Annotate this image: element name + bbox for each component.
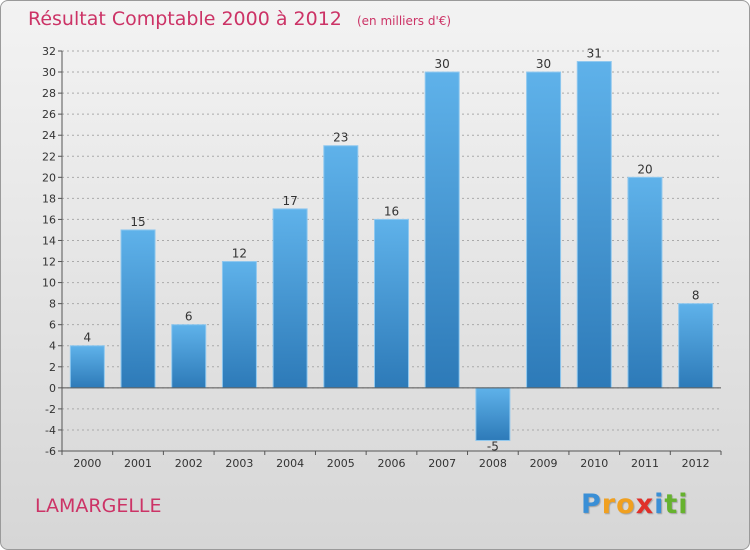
y-tick-label: 6 — [49, 319, 56, 332]
chart-title: Résultat Comptable 2000 à 2012 (en milli… — [28, 8, 451, 30]
value-label: 31 — [587, 47, 602, 61]
value-labels: 4 15 6 12 17 23 16 30 -5 30 31 20 8 — [84, 47, 700, 454]
x-tick-label: 2005 — [327, 457, 355, 470]
logo-letter: t — [664, 489, 679, 520]
y-tick-label: 28 — [42, 87, 56, 100]
value-label: 30 — [536, 57, 551, 71]
y-tick-label: 4 — [49, 340, 56, 353]
value-label: 30 — [435, 57, 450, 71]
bar-2008 — [475, 387, 511, 441]
x-tick-label: 2011 — [631, 457, 659, 470]
bar-2003 — [221, 261, 257, 389]
y-tick-label: 24 — [42, 129, 56, 142]
x-tick-label: 2009 — [530, 457, 558, 470]
commune-name: LAMARGELLE — [35, 495, 162, 517]
bar-2005 — [323, 145, 359, 389]
bars — [69, 61, 714, 441]
x-tick-label: 2004 — [276, 457, 304, 470]
x-tick-label: 2002 — [175, 457, 203, 470]
bar-2004 — [272, 208, 308, 389]
x-tick-label: 2007 — [428, 457, 456, 470]
axes — [61, 51, 721, 452]
x-tick-label: 2012 — [682, 457, 710, 470]
y-tick-label: 22 — [42, 150, 56, 163]
bar-2006 — [374, 218, 409, 389]
value-label: 16 — [384, 204, 399, 218]
value-label: 12 — [232, 247, 247, 261]
x-tick-label: 2010 — [580, 457, 608, 470]
y-tick-label: -4 — [45, 424, 56, 437]
y-tick-label: 32 — [42, 45, 56, 58]
y-tick-label: 2 — [49, 361, 56, 374]
bar-2010 — [576, 61, 612, 389]
y-tick-label: 8 — [49, 298, 56, 311]
y-tick-label: 18 — [42, 192, 56, 205]
value-label: 15 — [130, 215, 145, 229]
x-tick-label: 2000 — [73, 457, 101, 470]
y-tick-label: 20 — [42, 171, 56, 184]
y-tick-label: -6 — [45, 445, 56, 458]
value-label: 17 — [282, 194, 297, 208]
value-label: -5 — [487, 439, 499, 453]
logo-letter: r — [601, 489, 617, 520]
y-tick-label: 10 — [42, 277, 56, 290]
logo-letter: P — [581, 489, 602, 520]
y-tick-label: 14 — [42, 234, 56, 247]
x-tick-labels: 2000 2001 2002 2003 2004 2005 2006 2007 2008 2009… — [61, 451, 722, 470]
logo-letter: i — [654, 489, 665, 520]
value-label: 4 — [84, 331, 92, 345]
value-label: 23 — [333, 131, 348, 145]
logo-letter: x — [635, 489, 655, 520]
chart-title-main: Résultat Comptable 2000 à 2012 — [28, 8, 342, 30]
bar-2009 — [526, 71, 562, 389]
bar-2012 — [678, 303, 714, 389]
value-label: 20 — [637, 162, 652, 176]
logo-letter: i — [678, 489, 689, 520]
proxiti-logo[interactable]: Proxiti — [581, 489, 689, 520]
bar-2000 — [69, 345, 105, 389]
y-tick-label: 16 — [42, 213, 56, 226]
bar-2001 — [120, 229, 156, 389]
value-label: 6 — [185, 310, 193, 324]
y-tick-label: 26 — [42, 108, 56, 121]
chart-title-unit: (en milliers d'€) — [356, 14, 452, 28]
bar-2007 — [424, 71, 460, 389]
x-tick-label: 2003 — [225, 457, 253, 470]
bar-2011 — [627, 176, 663, 389]
value-label: 8 — [692, 289, 700, 303]
x-tick-label: 2008 — [479, 457, 507, 470]
x-tick-label: 2006 — [378, 457, 406, 470]
y-tick-label: 0 — [49, 382, 56, 395]
y-tick-label: -2 — [45, 403, 56, 416]
y-tick-label: 30 — [42, 66, 56, 79]
logo-letter: o — [616, 489, 636, 520]
y-tick-label: 12 — [42, 256, 56, 269]
bar-2002 — [171, 324, 207, 389]
x-tick-label: 2001 — [124, 457, 152, 470]
